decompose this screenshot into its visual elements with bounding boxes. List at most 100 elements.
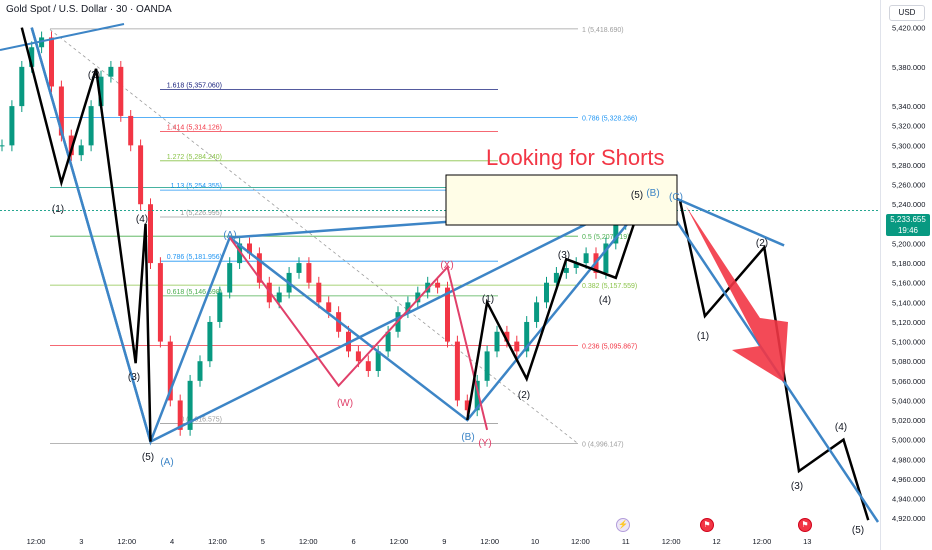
wave-label: (Y) (478, 438, 491, 449)
wave-label: (B) (646, 188, 659, 199)
y-tick-label: 5,180.000 (892, 259, 925, 268)
candle-body (88, 106, 94, 146)
candle-body (524, 321, 530, 352)
black-impulse-wave (20, 27, 152, 442)
x-tick-label: 3 (79, 537, 83, 546)
wave-label: (3) (128, 372, 140, 383)
x-tick-label: 12:00 (117, 537, 136, 546)
fib-trend-line (49, 29, 579, 444)
event-flag-icon[interactable]: ⚑ (798, 518, 812, 532)
x-tick-label: 12:00 (662, 537, 681, 546)
x-tick-label: 12:00 (27, 537, 46, 546)
y-tick-label: 5,120.000 (892, 318, 925, 327)
candle-body (583, 253, 589, 264)
fib-ext-label: 0.786 (5,181.956) (167, 254, 222, 261)
candle-body (108, 66, 114, 77)
fib-level-label: 1 (5,418.690) (582, 27, 624, 34)
candle-body (573, 263, 579, 268)
wave-label: (A) (223, 230, 236, 241)
fib-ext-label: 0.618 (5,146.598) (167, 289, 222, 296)
candle-body (316, 282, 322, 303)
x-tick-label: 12:00 (480, 537, 499, 546)
wave-label: (1) (482, 294, 494, 305)
x-tick-label: 12:00 (753, 537, 772, 546)
wave-label: (4) (136, 214, 148, 225)
currency-button[interactable]: USD (889, 5, 925, 21)
candle-body (118, 66, 124, 116)
candle-body (98, 76, 104, 107)
candle-body (553, 272, 559, 283)
y-tick-label: 5,420.000 (892, 24, 925, 33)
wave-label: (4) (599, 295, 611, 306)
candle-body (415, 292, 421, 303)
candle-body (39, 37, 45, 48)
y-tick-label: 5,060.000 (892, 377, 925, 386)
wave-label: (W) (337, 398, 353, 409)
candle-body (237, 243, 243, 264)
candle-body (148, 204, 153, 264)
candle-body (227, 263, 233, 293)
wave-label: (5) (142, 452, 154, 463)
fib-ext-label: 0 (5,016.575) (180, 416, 222, 423)
y-tick-label: 5,280.000 (892, 161, 925, 170)
fib-level-label: 0 (4,996.147) (582, 441, 624, 448)
y-tick-label: 5,320.000 (892, 122, 925, 131)
candle-body (78, 145, 84, 156)
candle-body (49, 37, 54, 87)
y-tick-label: 5,080.000 (892, 357, 925, 366)
wave-label: (1) (697, 331, 709, 342)
wave-label: (B) (461, 432, 474, 443)
candle-body (247, 243, 252, 254)
candle-body (454, 341, 460, 401)
x-tick-label: 4 (170, 537, 174, 546)
candle-body (445, 287, 450, 342)
event-lightning-icon[interactable]: ⚡ (616, 518, 630, 532)
event-flag-icon[interactable]: ⚑ (700, 518, 714, 532)
candle-body (504, 331, 510, 342)
y-tick-label: 5,240.000 (892, 200, 925, 209)
candle-body (0, 145, 5, 147)
y-tick-label: 5,200.000 (892, 239, 925, 248)
x-tick-label: 10 (531, 537, 539, 546)
candle-body (29, 47, 35, 67)
candle-body (563, 268, 569, 273)
x-tick-label: 12:00 (208, 537, 227, 546)
candle-body (177, 400, 183, 430)
x-tick-label: 12:00 (571, 537, 590, 546)
price-axis-divider (880, 0, 881, 550)
y-tick-label: 4,980.000 (892, 455, 925, 464)
candle-body (365, 361, 371, 372)
wave-label: (3) (791, 481, 803, 492)
candle-body (464, 400, 470, 411)
x-tick-label: 6 (351, 537, 355, 546)
black-abc-rise (466, 203, 642, 421)
upper-trend-line (0, 23, 125, 51)
x-tick-label: 12:00 (390, 537, 409, 546)
candle-body (276, 292, 282, 303)
candle-body (603, 243, 609, 273)
y-tick-label: 5,140.000 (892, 298, 925, 307)
y-tick-label: 4,920.000 (892, 514, 925, 523)
candle-body (326, 302, 332, 313)
candle-body (484, 351, 490, 381)
y-tick-label: 5,000.000 (892, 436, 925, 445)
candle-body (355, 351, 361, 362)
fib-ext-label: 1 (5,226.995) (180, 210, 222, 217)
last-price-tag: 5,233.655 19:46 (886, 214, 930, 236)
target-zone-box (445, 174, 678, 226)
wave-label: (2) (756, 238, 768, 249)
wave-label: (5) (631, 190, 643, 201)
y-tick-label: 5,300.000 (892, 141, 925, 150)
candle-body (514, 341, 520, 352)
x-tick-label: 5 (261, 537, 265, 546)
candle-body (217, 292, 223, 322)
wave-label: (1) (52, 204, 64, 215)
fib-ext-label: 1.414 (5,314.126) (167, 124, 222, 131)
y-tick-label: 5,380.000 (892, 63, 925, 72)
candle-body (474, 380, 480, 411)
candle-body (197, 361, 203, 381)
candle-body (167, 341, 173, 401)
candle-body (157, 263, 163, 342)
candle-body (19, 66, 25, 107)
